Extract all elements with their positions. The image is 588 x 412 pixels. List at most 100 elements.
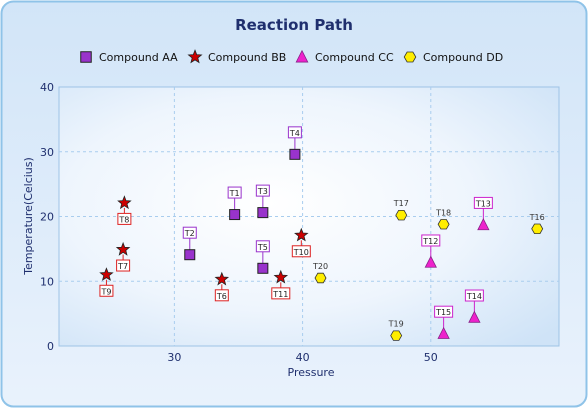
data-point: T2 <box>182 226 197 261</box>
point-label: T20 <box>312 262 328 271</box>
data-point: T5 <box>255 240 270 274</box>
point-label: T8 <box>118 215 129 224</box>
legend-item: Compound AA <box>80 51 178 64</box>
axes: 0 10 20 30 40 30 40 50 <box>40 81 438 364</box>
data-point: T3 <box>255 184 270 219</box>
x-axis-label: Pressure <box>288 366 335 379</box>
data-point: T8 <box>117 195 132 225</box>
point-label: T9 <box>100 287 111 296</box>
data-point: T9 <box>99 267 114 297</box>
data-point: T6 <box>214 271 230 302</box>
marker-square <box>184 249 196 261</box>
point-label: T13 <box>475 199 491 208</box>
data-points: T1 T2 T3 T4 T5 T6 T7 T8 T9 T10 T11 T12 T13 T14 T15 T16 T… <box>99 126 545 341</box>
data-point: T4 <box>287 126 302 160</box>
marker-star <box>294 227 309 242</box>
marker-triangle <box>437 326 450 339</box>
label-box <box>116 259 131 272</box>
label-box <box>464 289 484 302</box>
label-box <box>214 289 229 302</box>
chart-title: Reaction Path <box>235 16 353 34</box>
point-label: T11 <box>272 290 288 299</box>
point-label: T1 <box>229 189 240 198</box>
label-box <box>271 287 291 300</box>
point-label: T15 <box>435 308 451 317</box>
x-tick-label: 40 <box>296 351 310 364</box>
y-tick-label: 0 <box>47 340 54 353</box>
label-box <box>227 186 242 199</box>
label-box <box>473 196 493 209</box>
legend-marker-triangle <box>295 49 309 63</box>
legend-item: Compound DD <box>403 51 503 64</box>
data-point: T18 <box>435 208 451 230</box>
label-box <box>291 245 311 258</box>
point-label: T6 <box>216 292 227 301</box>
point-label: T12 <box>422 237 438 246</box>
point-label: T3 <box>257 187 268 196</box>
data-point: T11 <box>271 269 291 300</box>
y-tick-label: 20 <box>40 211 54 224</box>
legend: Compound AA Compound BB Compound CC Compoun… <box>80 49 503 64</box>
point-label: T5 <box>257 243 268 252</box>
marker-triangle <box>468 310 481 323</box>
label-box <box>99 284 114 297</box>
y-tick-label: 40 <box>40 81 54 94</box>
data-point: T1 <box>227 186 242 221</box>
point-label: T4 <box>289 129 300 138</box>
point-label: T14 <box>466 292 482 301</box>
data-point: T7 <box>115 241 131 272</box>
marker-triangle <box>477 218 490 231</box>
marker-triangle <box>424 255 437 268</box>
y-axis-label: Temperature(Celcius) <box>22 157 35 276</box>
data-point: T12 <box>421 234 441 268</box>
marker-hexagon <box>314 272 327 284</box>
label-box <box>117 212 132 225</box>
label-box <box>421 234 441 247</box>
legend-marker-square <box>80 51 92 63</box>
marker-star <box>273 269 289 284</box>
marker-square <box>257 207 269 219</box>
legend-label: Compound BB <box>208 51 286 64</box>
data-point: T13 <box>473 196 493 231</box>
legend-label: Compound DD <box>423 51 503 64</box>
legend-label: Compound AA <box>99 51 178 64</box>
label-box <box>182 226 197 239</box>
label-box <box>255 184 270 197</box>
data-point: T17 <box>393 199 409 221</box>
data-point: T15 <box>434 305 454 339</box>
x-tick-label: 50 <box>424 351 438 364</box>
legend-marker-hexagon <box>403 51 417 63</box>
legend-label: Compound CC <box>315 51 394 64</box>
point-label: T10 <box>293 248 309 257</box>
point-label: T19 <box>388 320 404 329</box>
legend-marker-star <box>187 49 203 64</box>
data-point: T20 <box>312 262 328 284</box>
marker-star <box>117 195 132 210</box>
marker-square <box>257 262 269 274</box>
point-label: T7 <box>117 262 128 271</box>
marker-hexagon <box>531 223 544 235</box>
marker-star <box>99 267 114 281</box>
grid-lines <box>59 87 559 346</box>
point-label: T16 <box>529 213 545 222</box>
label-box <box>255 240 270 253</box>
data-point: T10 <box>291 227 311 258</box>
label-box <box>434 305 454 318</box>
marker-hexagon <box>390 330 403 341</box>
legend-item: Compound BB <box>187 49 286 64</box>
x-tick-label: 30 <box>167 351 181 364</box>
marker-star <box>214 271 230 286</box>
y-tick-label: 10 <box>40 275 54 288</box>
point-label: T2 <box>184 229 195 238</box>
point-label: T18 <box>435 208 451 217</box>
label-box <box>287 126 302 139</box>
marker-square <box>289 148 301 160</box>
y-tick-label: 30 <box>40 146 54 159</box>
marker-star <box>115 241 131 256</box>
marker-square <box>229 209 241 221</box>
legend-item: Compound CC <box>295 49 394 64</box>
data-point: T16 <box>529 213 545 235</box>
data-point: T14 <box>464 289 484 323</box>
